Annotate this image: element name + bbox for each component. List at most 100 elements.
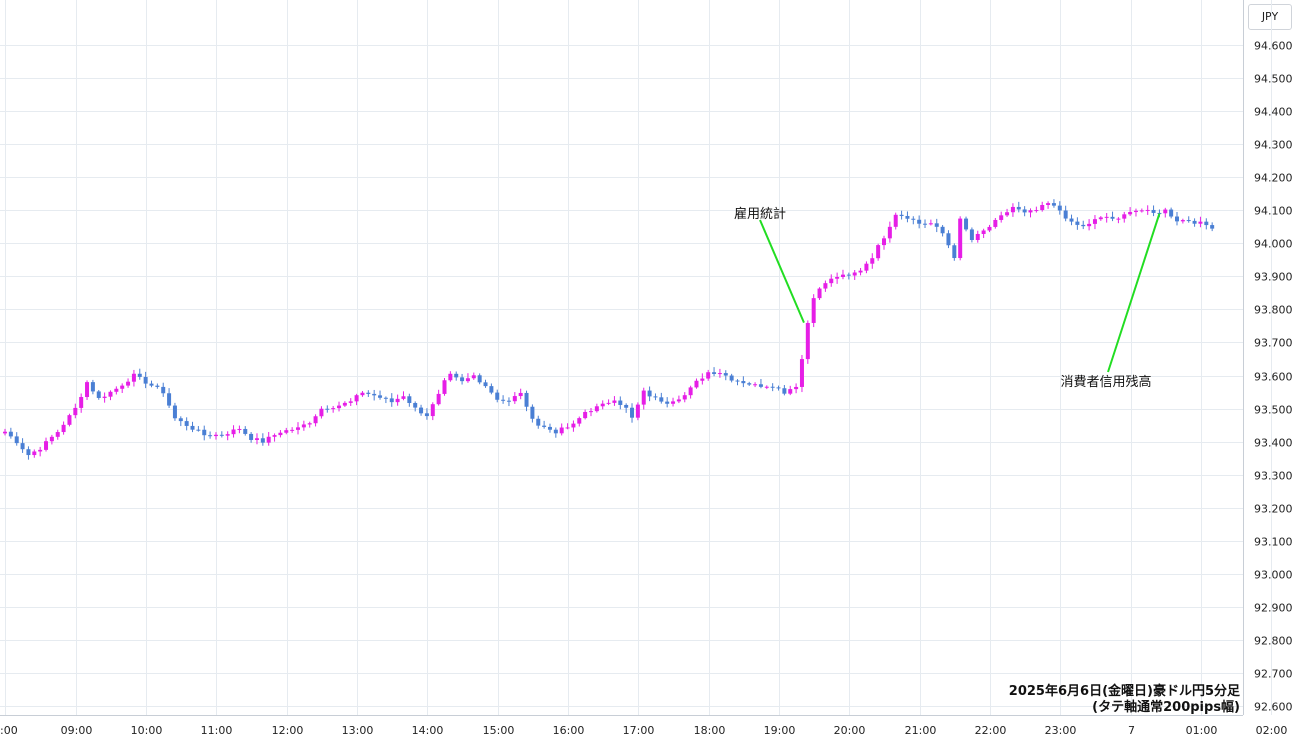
candle-body [378, 395, 383, 398]
candle-body [975, 233, 980, 240]
candle-body [577, 418, 582, 424]
candle-body [747, 383, 752, 385]
candle-body [641, 390, 646, 405]
candle-body [114, 388, 119, 392]
candle-body [753, 384, 758, 386]
candle-body [999, 215, 1004, 220]
candle-body [243, 428, 248, 434]
candle-body [1005, 212, 1010, 216]
candle-body [1087, 223, 1092, 227]
candle-body [8, 431, 13, 437]
candle-body [354, 395, 359, 402]
candle-body [126, 381, 131, 386]
candle-body [1163, 209, 1168, 214]
chart-caption-line1: 2025年6月6日(金曜日)豪ドル円5分足 [1009, 683, 1241, 699]
y-tick-label: 94.100 [1254, 205, 1293, 218]
candle-body [958, 218, 963, 259]
candle-body [460, 377, 465, 382]
candle-body [372, 393, 377, 396]
x-tick-label: 17:00 [623, 724, 655, 737]
candle-body [729, 375, 734, 381]
annotation-line-shohisha [1107, 213, 1161, 373]
y-tick-label: 94.300 [1254, 139, 1293, 152]
y-tick-label: 93.700 [1254, 337, 1293, 350]
x-tick-label: 01:00 [1186, 724, 1218, 737]
candle-body [1046, 203, 1051, 206]
candle-body [1210, 225, 1215, 229]
candle-body [571, 423, 576, 428]
candle-body [969, 229, 974, 240]
candle-body [395, 398, 400, 403]
candle-body [606, 402, 611, 404]
candle-body [260, 438, 265, 443]
candle-body [700, 378, 705, 381]
candle-body [307, 423, 312, 425]
annotation-koyo-tokei: 雇用統計 [734, 206, 786, 222]
candle-body [131, 373, 136, 382]
x-tick-label: 09:00 [61, 724, 93, 737]
y-tick-label: 93.900 [1254, 271, 1293, 284]
candle-body [624, 404, 629, 408]
candle-body [137, 373, 142, 377]
candle-body [512, 396, 517, 402]
candle-body [1034, 210, 1039, 212]
x-tick-label: 22:00 [975, 724, 1007, 737]
candle-body [864, 263, 869, 271]
candle-body [284, 430, 289, 433]
candle-body [442, 380, 447, 394]
candle-body [823, 283, 828, 289]
candle-body [635, 404, 640, 418]
candle-body [882, 238, 886, 246]
candle-body [1169, 209, 1174, 217]
candle-body [981, 230, 986, 234]
grid [0, 0, 1272, 715]
candle-body [899, 214, 904, 216]
candle-body [870, 258, 875, 264]
candle-body [465, 378, 470, 382]
candle-body [799, 359, 804, 387]
candle-body [600, 403, 605, 407]
x-tick-label: 23:00 [1045, 724, 1077, 737]
annotation-line-koyo [759, 219, 805, 324]
candle-body [811, 298, 816, 323]
y-tick-label: 92.600 [1254, 701, 1293, 714]
y-tick-label: 94.600 [1254, 40, 1293, 53]
candle-body [1075, 221, 1080, 225]
candle-body [1139, 210, 1144, 212]
candle-body [266, 436, 271, 443]
candle-body [583, 411, 588, 419]
candle-body [149, 383, 154, 386]
candle-body [278, 432, 283, 436]
candle-body [401, 396, 406, 399]
candle-body [1104, 216, 1109, 218]
x-tick-label: 10:00 [131, 724, 163, 737]
candle-body [301, 424, 306, 428]
y-tick-label: 93.600 [1254, 371, 1293, 384]
candle-body [471, 375, 476, 379]
y-tick-label: 94.200 [1254, 172, 1293, 185]
candle-body [483, 382, 488, 387]
candle-body [26, 449, 31, 456]
candle-body [653, 396, 658, 398]
candle-body [717, 373, 722, 375]
candle-body [366, 392, 371, 394]
candle-body [1098, 217, 1103, 220]
candle-body [44, 441, 49, 450]
candle-body [1051, 203, 1056, 206]
x-tick-label: 12:00 [272, 724, 304, 737]
candle-body [14, 436, 19, 444]
candle-body [1016, 206, 1021, 210]
candle-body [38, 449, 43, 452]
candle-body [477, 375, 482, 383]
candle-body [419, 407, 424, 414]
candle-body [237, 428, 242, 430]
candle-body [190, 425, 195, 430]
candle-body [993, 219, 998, 227]
candle-body [589, 411, 593, 413]
candle-body [829, 278, 834, 284]
candle-body [594, 406, 599, 412]
candle-body [536, 418, 541, 426]
candle-body [940, 226, 945, 234]
y-tick-label: 93.300 [1254, 470, 1293, 483]
candle-body [196, 429, 201, 431]
